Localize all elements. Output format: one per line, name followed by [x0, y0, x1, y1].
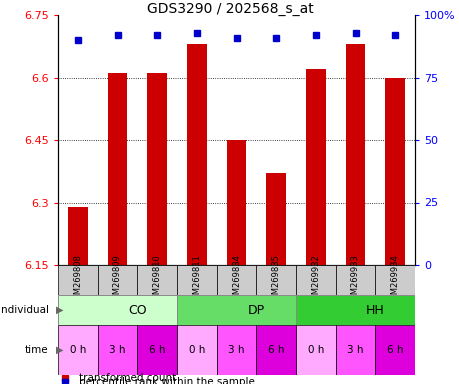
Text: GDS3290 / 202568_s_at: GDS3290 / 202568_s_at — [146, 2, 313, 16]
Text: 0 h: 0 h — [188, 345, 205, 355]
Bar — [295, 265, 335, 295]
Text: GSM269835: GSM269835 — [271, 255, 280, 305]
Text: GSM269933: GSM269933 — [350, 255, 359, 305]
Bar — [335, 325, 375, 375]
Bar — [58, 295, 177, 325]
Text: individual: individual — [0, 305, 49, 315]
Bar — [177, 295, 295, 325]
Text: transformed count: transformed count — [79, 372, 176, 382]
Bar — [97, 265, 137, 295]
Bar — [186, 44, 206, 265]
Bar — [97, 325, 137, 375]
Bar — [58, 265, 97, 295]
Bar — [177, 325, 216, 375]
Bar — [58, 325, 97, 375]
Bar — [375, 325, 414, 375]
Text: 6 h: 6 h — [267, 345, 284, 355]
Bar — [335, 265, 375, 295]
Bar — [137, 325, 177, 375]
Text: 3 h: 3 h — [228, 345, 244, 355]
Bar — [256, 325, 295, 375]
Text: GSM269809: GSM269809 — [113, 255, 122, 305]
Text: time: time — [25, 345, 49, 355]
Text: 3 h: 3 h — [109, 345, 125, 355]
Text: GSM269834: GSM269834 — [231, 255, 241, 305]
Text: 0 h: 0 h — [69, 345, 86, 355]
Text: GSM269934: GSM269934 — [390, 255, 399, 305]
Text: GSM269811: GSM269811 — [192, 255, 201, 305]
Bar — [177, 265, 216, 295]
Text: percentile rank within the sample: percentile rank within the sample — [79, 377, 255, 384]
Text: 6 h: 6 h — [386, 345, 403, 355]
Bar — [375, 265, 414, 295]
Bar — [345, 44, 364, 265]
Bar — [385, 78, 404, 265]
Text: HH: HH — [365, 303, 384, 316]
Text: GSM269932: GSM269932 — [311, 255, 319, 305]
Text: CO: CO — [128, 303, 146, 316]
Text: ▶: ▶ — [56, 345, 63, 355]
Bar — [216, 265, 256, 295]
Bar — [68, 207, 88, 265]
Bar — [147, 73, 167, 265]
Text: 3 h: 3 h — [347, 345, 363, 355]
Text: 0 h: 0 h — [307, 345, 323, 355]
Bar — [266, 173, 285, 265]
Bar — [295, 325, 335, 375]
Text: DP: DP — [247, 303, 264, 316]
Bar — [137, 265, 177, 295]
Bar — [107, 73, 127, 265]
Bar — [305, 69, 325, 265]
Text: 6 h: 6 h — [149, 345, 165, 355]
Text: ▶: ▶ — [56, 305, 63, 315]
Text: GSM269810: GSM269810 — [152, 255, 161, 305]
Text: GSM269808: GSM269808 — [73, 255, 82, 305]
Bar — [216, 325, 256, 375]
Bar — [226, 140, 246, 265]
Bar — [256, 265, 295, 295]
Bar — [295, 295, 414, 325]
